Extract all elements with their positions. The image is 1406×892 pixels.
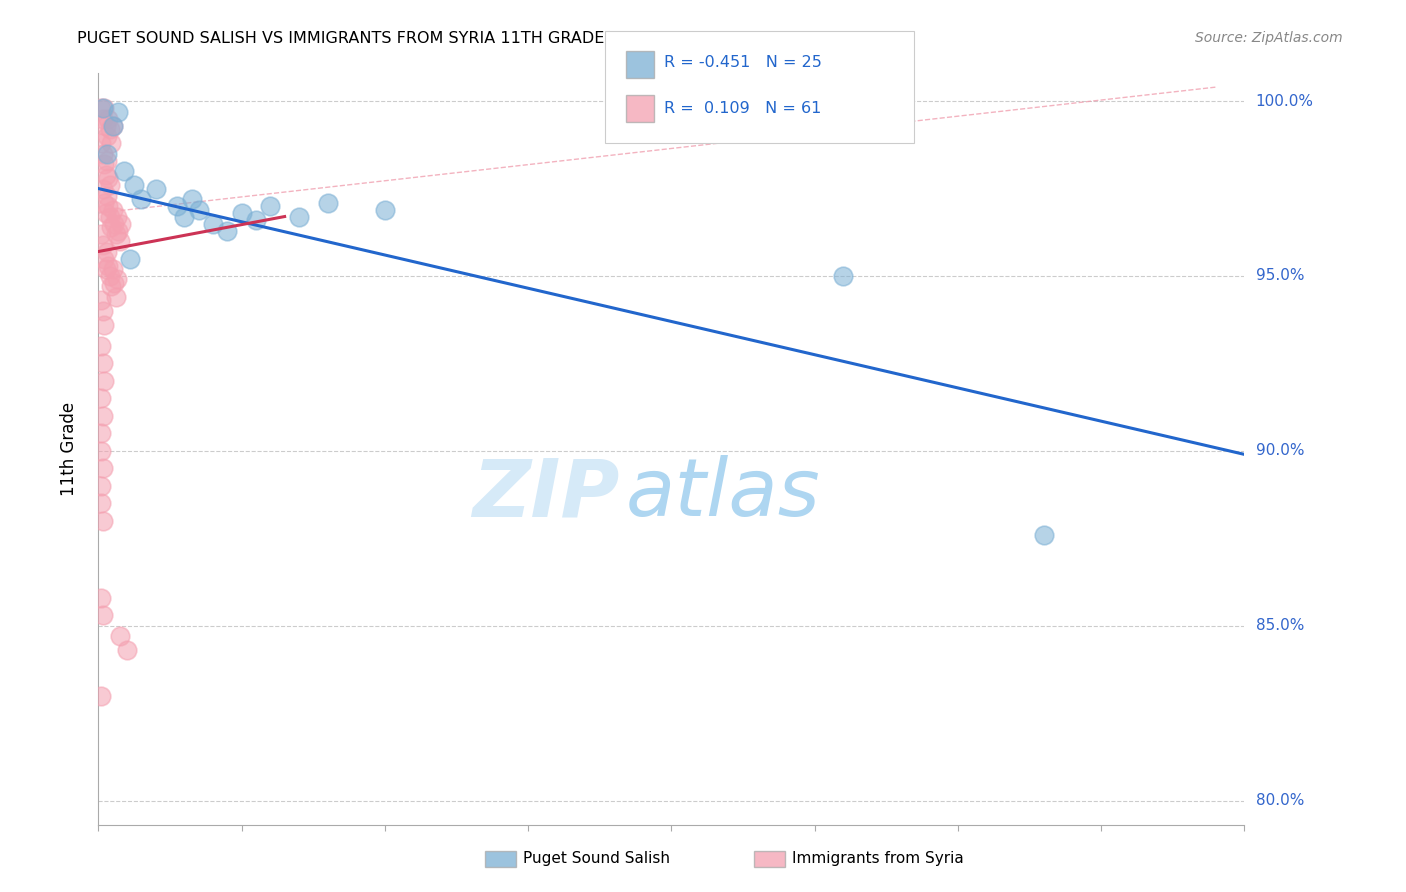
Point [101,119,124,133]
Point [103,217,125,231]
Text: R = -0.451   N = 25: R = -0.451 N = 25 [664,55,821,70]
Point [90,101,112,115]
Text: Source: ZipAtlas.com: Source: ZipAtlas.com [1195,31,1343,45]
Point [91,356,114,370]
Point [90,591,112,605]
Point [90,339,112,353]
Point [91,101,114,115]
Point [90,392,112,406]
Point [1032,528,1054,542]
Point [118,252,141,266]
Point [91,461,114,475]
Point [374,202,396,217]
Point [90,293,112,308]
Point [91,146,114,161]
Point [112,164,135,178]
Point [101,202,124,217]
Point [202,217,225,231]
Text: 85.0%: 85.0% [1256,618,1305,633]
Y-axis label: 11th Grade: 11th Grade [59,402,77,496]
Point [108,629,131,643]
Point [101,262,124,277]
Point [101,119,124,133]
Point [96,146,118,161]
Point [91,514,114,528]
Point [94,206,117,220]
Point [107,223,129,237]
Point [98,268,121,283]
Point [131,192,153,206]
Point [93,252,115,266]
Point [90,689,112,703]
Point [90,479,112,493]
Point [97,112,120,126]
Point [91,409,114,423]
Point [93,195,115,210]
Point [104,227,127,241]
Point [97,199,120,213]
Point [166,199,188,213]
Point [96,188,118,202]
Point [90,136,112,150]
Point [122,178,145,192]
Point [98,210,121,224]
Point [91,608,114,623]
Text: 80.0%: 80.0% [1256,793,1305,808]
Point [107,104,129,119]
Point [105,210,128,224]
Point [96,153,118,168]
Text: 100.0%: 100.0% [1256,94,1313,109]
Point [115,643,138,657]
Text: ZIP: ZIP [472,455,620,533]
Point [173,210,195,224]
Point [93,101,115,115]
Point [93,157,115,171]
Point [90,443,112,458]
Point [103,276,125,290]
Point [96,129,118,144]
Point [90,227,112,241]
Point [93,374,115,388]
Text: 90.0%: 90.0% [1256,443,1305,458]
Point [259,199,281,213]
Point [217,223,239,237]
Point [93,318,115,332]
Point [94,168,117,182]
Point [145,181,167,195]
Point [316,195,339,210]
Text: PUGET SOUND SALISH VS IMMIGRANTS FROM SYRIA 11TH GRADE CORRELATION CHART: PUGET SOUND SALISH VS IMMIGRANTS FROM SY… [77,31,783,46]
Text: Immigrants from Syria: Immigrants from Syria [792,852,963,866]
Point [108,234,131,248]
Text: atlas: atlas [626,455,820,533]
Point [91,304,114,318]
Point [90,426,112,441]
Point [288,210,311,224]
Point [97,259,120,273]
Point [832,268,855,283]
Point [97,171,120,186]
Point [104,290,127,304]
Point [100,279,122,293]
Point [100,136,122,150]
Point [231,206,253,220]
Point [105,272,128,286]
Point [100,220,122,235]
Point [91,237,114,252]
Point [90,496,112,510]
Point [91,112,114,126]
Point [98,178,121,192]
Text: R =  0.109   N = 61: R = 0.109 N = 61 [664,102,821,116]
Point [245,213,267,227]
Point [110,217,132,231]
Text: Puget Sound Salish: Puget Sound Salish [523,852,671,866]
Point [91,181,114,195]
Point [94,262,117,277]
Point [94,119,117,133]
Point [98,122,121,136]
Point [96,244,118,259]
Point [187,202,209,217]
Text: 95.0%: 95.0% [1256,268,1305,284]
Point [180,192,202,206]
